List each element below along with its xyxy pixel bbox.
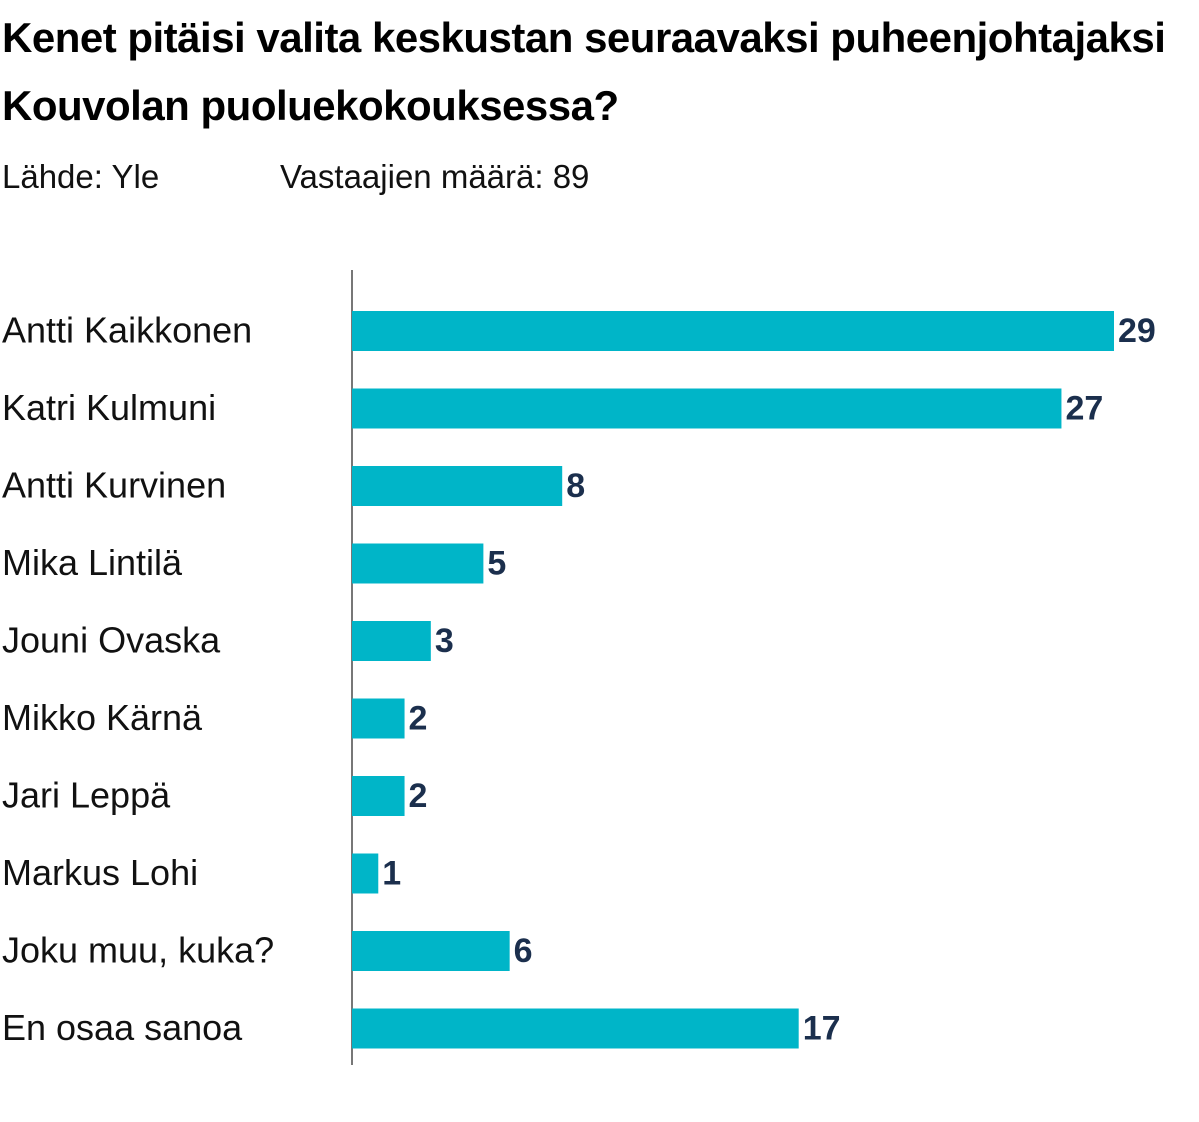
value-label: 29: [1118, 312, 1156, 350]
category-label: Jouni Ovaska: [2, 620, 221, 661]
category-label: Mika Lintilä: [2, 542, 183, 583]
bar: [352, 621, 431, 661]
bar: [352, 776, 405, 816]
category-label: Markus Lohi: [2, 852, 198, 893]
bar: [352, 466, 563, 506]
chart-title: Kenet pitäisi valita keskustan seuraavak…: [2, 14, 1166, 129]
category-label: Antti Kaikkonen: [2, 310, 252, 351]
category-label: En osaa sanoa: [2, 1007, 243, 1048]
category-label: Mikko Kärnä: [2, 697, 203, 738]
value-label: 3: [435, 622, 454, 660]
value-label: 2: [409, 777, 428, 815]
source: Lähde: Yle: [2, 158, 160, 195]
value-label: 2: [409, 699, 428, 737]
bar: [352, 698, 405, 739]
value-label: 6: [514, 932, 533, 970]
subtitle: Vastaajien määrä: 89: [280, 158, 590, 195]
value-label: 1: [382, 854, 401, 892]
category-label: Joku muu, kuka?: [2, 930, 274, 971]
bar: [352, 311, 1114, 351]
bar: [352, 853, 379, 894]
value-label: 17: [803, 1009, 841, 1047]
category-label: Antti Kurvinen: [2, 465, 226, 506]
value-label: 8: [566, 467, 585, 505]
category-label: Jari Leppä: [2, 775, 171, 816]
value-label: 27: [1065, 389, 1103, 427]
category-label: Katri Kulmuni: [2, 387, 216, 428]
bar: [352, 1008, 799, 1049]
bar: [352, 388, 1062, 429]
bar: [352, 543, 484, 584]
bar: [352, 931, 510, 971]
value-label: 5: [487, 544, 506, 582]
